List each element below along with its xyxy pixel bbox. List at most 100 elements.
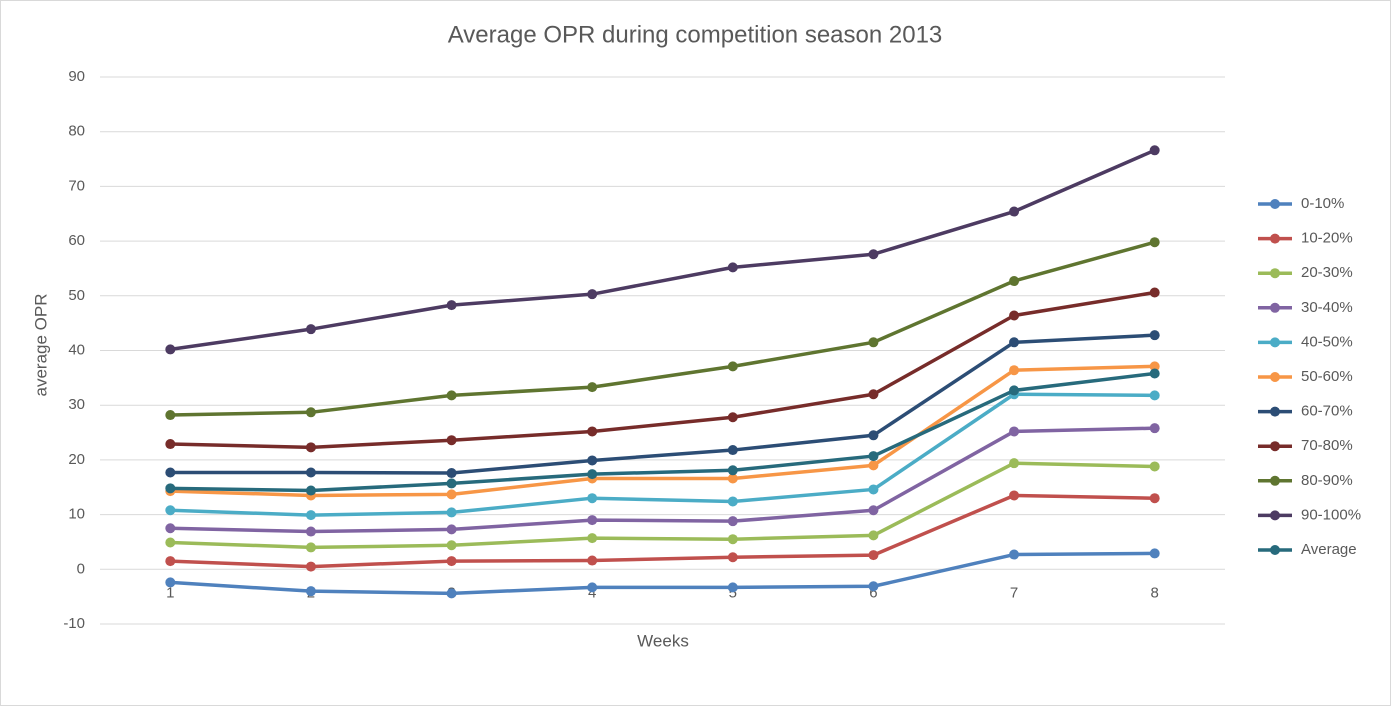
legend-label: Average — [1301, 541, 1357, 558]
legend-marker — [1270, 233, 1280, 244]
legend-marker — [1270, 406, 1280, 417]
data-point — [727, 516, 738, 527]
data-point — [727, 552, 738, 563]
data-point — [1149, 390, 1160, 401]
legend-marker — [1270, 372, 1280, 382]
data-point — [165, 483, 176, 494]
x-tick-label: 5 — [729, 584, 737, 601]
data-point — [868, 337, 879, 348]
data-point — [446, 300, 457, 311]
data-point — [1149, 361, 1160, 372]
data-point — [1009, 206, 1020, 217]
x-tick-label: 4 — [588, 584, 596, 601]
series-line — [170, 240, 1156, 417]
legend-label: 10-20% — [1301, 230, 1353, 247]
data-point — [305, 510, 316, 521]
data-point — [1009, 365, 1020, 376]
series — [165, 145, 1160, 355]
data-point — [868, 430, 879, 441]
data-point — [1009, 337, 1020, 348]
series-line — [170, 333, 1155, 475]
data-point — [587, 426, 598, 437]
data-point — [868, 451, 879, 462]
series — [165, 237, 1160, 421]
data-point — [446, 468, 457, 479]
data-point — [587, 469, 598, 480]
series-line — [170, 461, 1155, 550]
data-point — [587, 515, 598, 526]
legend-marker — [1270, 337, 1280, 348]
data-point — [727, 412, 738, 423]
data-point — [446, 540, 457, 551]
data-point — [165, 523, 176, 534]
legend-label: 30-40% — [1301, 299, 1353, 316]
legend-label: 50-60% — [1301, 368, 1353, 385]
data-point — [1009, 310, 1020, 321]
legend-label: 80-90% — [1301, 472, 1353, 489]
data-point — [727, 473, 738, 484]
legend-label: 40-50% — [1301, 333, 1353, 350]
data-point — [727, 445, 738, 456]
data-point — [868, 581, 879, 592]
data-point — [165, 556, 176, 567]
data-point — [446, 556, 457, 567]
data-point — [165, 410, 176, 421]
data-point — [305, 407, 316, 418]
data-point — [1149, 287, 1160, 298]
series — [165, 368, 1160, 496]
data-point — [868, 550, 879, 561]
y-tick-label: 20 — [68, 451, 85, 468]
data-point — [446, 390, 457, 401]
data-point — [1009, 549, 1020, 560]
data-point — [165, 344, 176, 355]
series-line — [170, 392, 1155, 517]
y-tick-label: 60 — [68, 232, 85, 249]
x-tick-label: 6 — [869, 584, 877, 601]
data-point — [587, 493, 598, 504]
series — [165, 361, 1160, 501]
data-point — [1149, 461, 1160, 472]
data-point — [305, 526, 316, 537]
data-point — [1149, 368, 1160, 379]
series-line — [170, 551, 1155, 596]
data-point — [165, 467, 176, 478]
legend-label: 20-30% — [1301, 264, 1353, 281]
series-line — [170, 364, 1155, 498]
data-point — [587, 289, 598, 300]
data-point — [446, 524, 457, 535]
chart-title: Average OPR during competition season 20… — [448, 21, 943, 48]
y-tick-label: 0 — [77, 560, 85, 577]
legend-label: 60-70% — [1301, 403, 1353, 420]
data-point — [868, 389, 879, 400]
data-point — [868, 249, 879, 260]
data-point — [305, 485, 316, 496]
legend-marker — [1270, 510, 1280, 521]
data-point — [1149, 237, 1160, 248]
data-point — [727, 496, 738, 507]
legend-label: 0-10% — [1301, 195, 1344, 212]
legend-marker — [1270, 302, 1280, 313]
data-point — [1149, 145, 1160, 156]
data-point — [868, 505, 879, 516]
legend-label: 90-100% — [1301, 506, 1361, 523]
series-line — [170, 426, 1155, 534]
data-point — [1149, 493, 1160, 504]
series-line — [170, 148, 1156, 352]
data-point — [727, 465, 738, 476]
data-point — [587, 382, 598, 393]
y-axis-label: average OPR — [31, 294, 50, 397]
legend-marker — [1270, 268, 1280, 279]
data-point — [727, 361, 738, 372]
series — [165, 423, 1160, 537]
data-point — [727, 262, 738, 273]
legend-marker — [1270, 545, 1280, 555]
x-axis-label: Weeks — [637, 631, 689, 650]
data-point — [165, 537, 176, 548]
data-point — [1009, 426, 1020, 437]
series-line — [170, 493, 1155, 569]
series-line — [170, 371, 1155, 493]
x-tick-label: 8 — [1151, 584, 1159, 601]
data-point — [305, 324, 316, 335]
data-point — [868, 530, 879, 541]
